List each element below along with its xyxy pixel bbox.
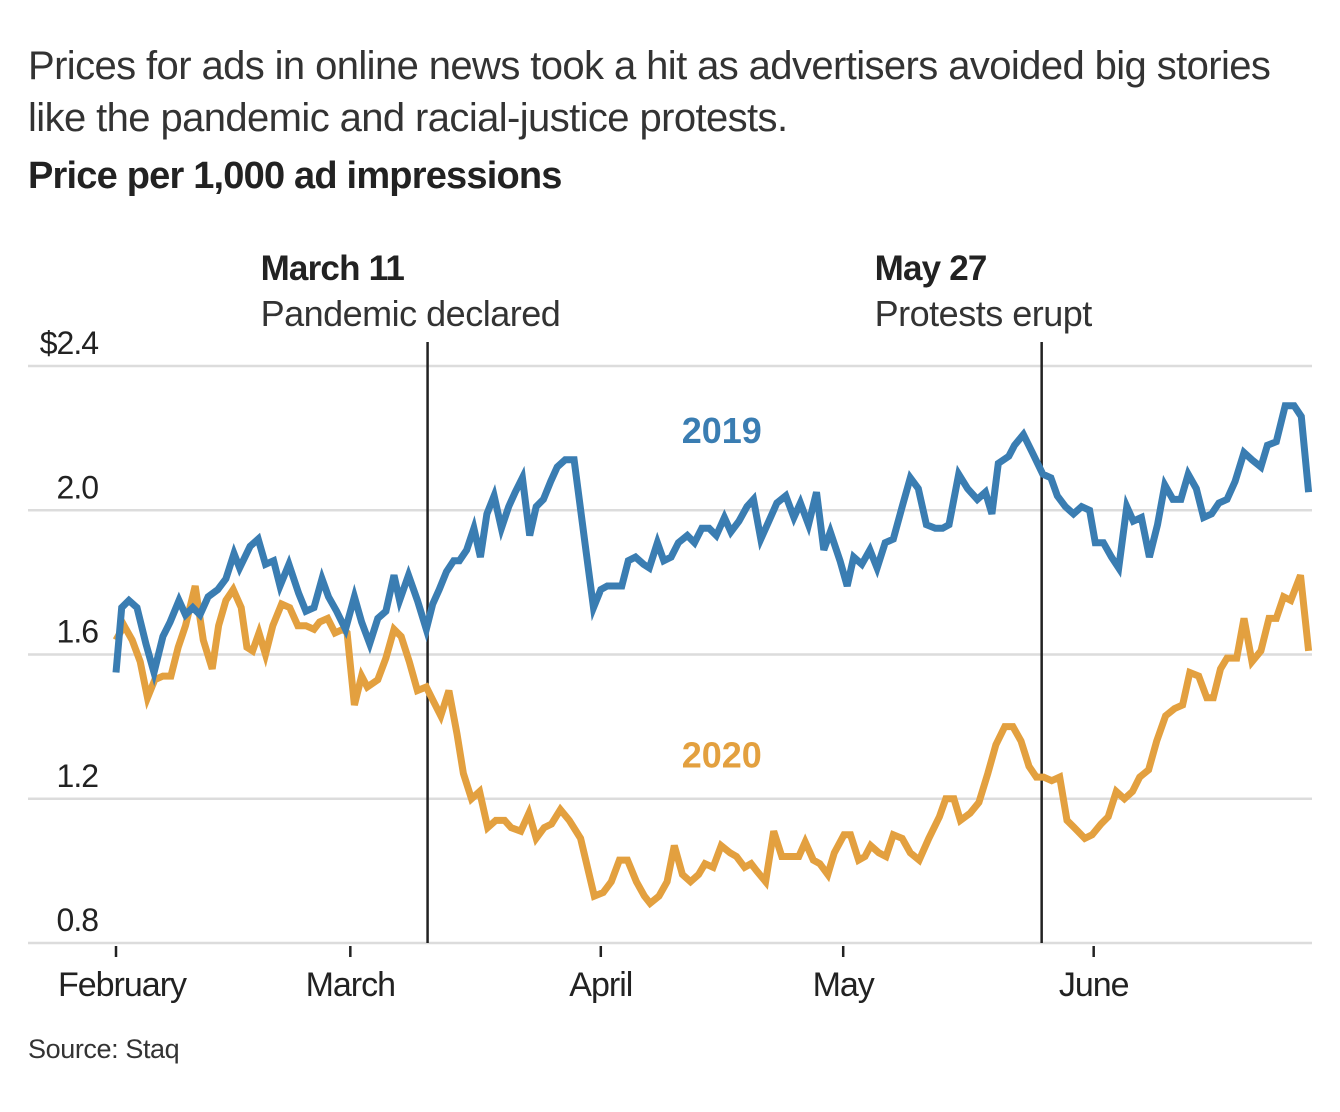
y-tick-label: 0.8 [57, 902, 99, 938]
event-description: Protests erupt [875, 293, 1093, 334]
event-date-label: March 11 [261, 249, 405, 288]
chart-title: Price per 1,000 ad impressions [28, 155, 562, 197]
y-axis-labels: $2.4 2.0 1.6 1.2 0.8 [40, 325, 99, 938]
series-label-2019: 2019 [682, 410, 762, 451]
source-note: Source: Staq [28, 1034, 180, 1064]
x-tick-label: March [306, 966, 395, 1004]
series-label-2020: 2020 [682, 734, 762, 775]
series-lines: 2019 2020 [112, 402, 1313, 909]
y-tick-label: 2.0 [57, 469, 99, 505]
gridlines [28, 364, 1312, 945]
series-line-2019 [112, 402, 1313, 687]
chart-subtitle: Prices for ads in online news took a hit… [28, 44, 1271, 140]
event-date-label: May 27 [875, 249, 987, 288]
x-tick-label: February [58, 966, 187, 1004]
x-tick-label: April [569, 966, 632, 1004]
x-tick-label: June [1059, 966, 1129, 1004]
x-tick-label: May [813, 966, 875, 1004]
series-line-2020 [112, 573, 1313, 909]
event-description: Pandemic declared [261, 293, 561, 334]
event-annotations: March 11 Pandemic declared May 27 Protests … [261, 249, 1093, 943]
y-tick-label: $2.4 [40, 325, 98, 361]
y-tick-label: 1.2 [57, 758, 99, 794]
x-axis: February March April May June [58, 946, 1130, 1004]
y-tick-label: 1.6 [57, 614, 99, 650]
